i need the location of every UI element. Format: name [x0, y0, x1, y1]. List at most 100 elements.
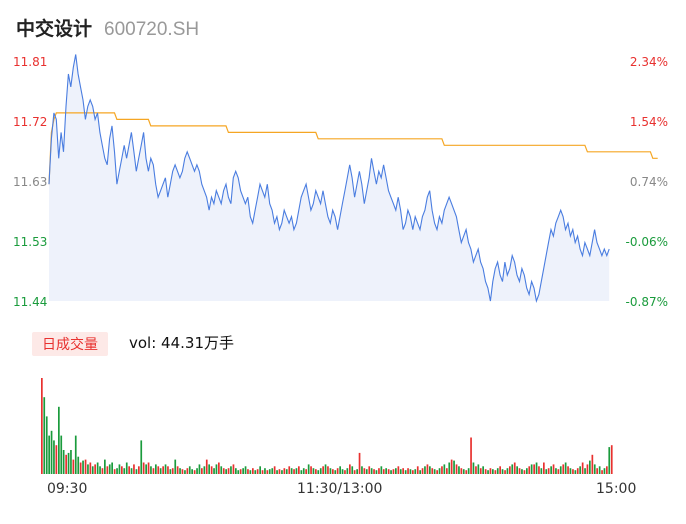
volume-bar [104, 459, 106, 474]
volume-bar [351, 466, 354, 474]
volume-bar [222, 468, 225, 474]
price-tick: 11.81 [13, 55, 48, 69]
volume-bar [60, 435, 63, 474]
volume-bar [492, 469, 494, 474]
volume-bar [135, 469, 138, 474]
volume-bar [106, 466, 109, 474]
volume-bar [176, 466, 179, 474]
volume-bar [164, 464, 167, 474]
volume-bar [523, 470, 526, 474]
volume-bar [208, 464, 210, 474]
volume-bar [414, 469, 417, 474]
volume-bar [237, 470, 240, 474]
volume-bar [606, 466, 608, 474]
volume-bar [545, 469, 548, 474]
volume-bar [94, 464, 96, 474]
volume-bar [162, 466, 164, 474]
volume-bar [446, 468, 448, 474]
volume-bar [407, 468, 409, 474]
volume-bar [65, 454, 67, 474]
volume-bar [368, 466, 371, 474]
volume-bar [569, 468, 572, 474]
volume-bar [404, 470, 407, 474]
volume-bar [596, 468, 598, 474]
volume-bar [138, 466, 140, 474]
pct-tick: -0.87% [625, 295, 668, 309]
volume-bar [310, 466, 312, 474]
volume-bar [530, 464, 533, 474]
volume-bar [174, 459, 177, 474]
volume-bar [58, 406, 60, 474]
volume-bar [283, 468, 286, 474]
volume-bar [264, 468, 266, 474]
volume-bar [55, 445, 58, 474]
volume-bar [564, 462, 567, 474]
volume-bar [89, 462, 92, 474]
volume-bar [608, 447, 611, 474]
volume-bar [409, 469, 412, 474]
volume-bar [315, 469, 317, 474]
volume-bar [356, 469, 358, 474]
volume-bar [118, 464, 121, 474]
volume-bar [487, 470, 489, 474]
pct-tick: 2.34% [629, 55, 668, 69]
volume-bar [589, 460, 591, 474]
volume-bar [358, 452, 361, 474]
volume-bar [220, 466, 223, 474]
volume-bar [412, 470, 414, 474]
volume-bar [181, 469, 184, 474]
volume-bar [448, 462, 451, 474]
stock-name: 中交设计 [16, 19, 93, 40]
volume-bar [460, 468, 463, 474]
volume-bar [145, 464, 147, 474]
volume-bar [128, 466, 130, 474]
volume-bar [319, 468, 322, 474]
volume-bar [467, 468, 470, 474]
volume-bar [349, 464, 351, 474]
volume-bar [87, 464, 89, 474]
volume-bar [198, 464, 201, 474]
volume-bar [361, 466, 363, 474]
volume-bar [390, 470, 392, 474]
volume-bar [489, 468, 492, 474]
volume-bar [436, 470, 438, 474]
volume-bar [79, 462, 82, 474]
volume-tag: 日成交量 [32, 332, 108, 356]
volume-bar [152, 468, 155, 474]
volume-bar [48, 435, 50, 474]
volume-bar [438, 468, 441, 474]
volume-bar [218, 462, 220, 474]
volume-bar [84, 459, 87, 474]
volume-bar [121, 466, 123, 474]
volume-bar [496, 468, 499, 474]
volume-bar [421, 468, 424, 474]
volume-bar [586, 464, 589, 474]
volume-bar [513, 462, 516, 474]
volume-bar [167, 466, 169, 474]
volume-bar [259, 466, 261, 474]
volume-bar [227, 468, 230, 474]
volume-bar [74, 435, 77, 474]
volume-bar [203, 466, 206, 474]
volume-bar [96, 462, 99, 474]
time-label-midday: 11:30/13:00 [297, 481, 383, 497]
volume-bar [288, 466, 291, 474]
volume-bar [111, 462, 113, 474]
price-tick: 11.63 [13, 175, 48, 189]
volume-bar [67, 452, 70, 474]
volume-bar [501, 469, 504, 474]
volume-bar [336, 468, 339, 474]
volume-bar [179, 468, 181, 474]
volume-bar [53, 440, 55, 474]
volume-bar [591, 454, 594, 474]
volume-bar [610, 445, 613, 474]
volume-bar [91, 466, 94, 474]
volume-bar [142, 462, 145, 474]
volume-bar [365, 469, 368, 474]
volume-bar [249, 470, 252, 474]
volume-bar [547, 468, 550, 474]
volume-bar [555, 468, 557, 474]
volume-bar [526, 468, 528, 474]
volume-bar [188, 466, 191, 474]
volume-bar [82, 460, 84, 474]
